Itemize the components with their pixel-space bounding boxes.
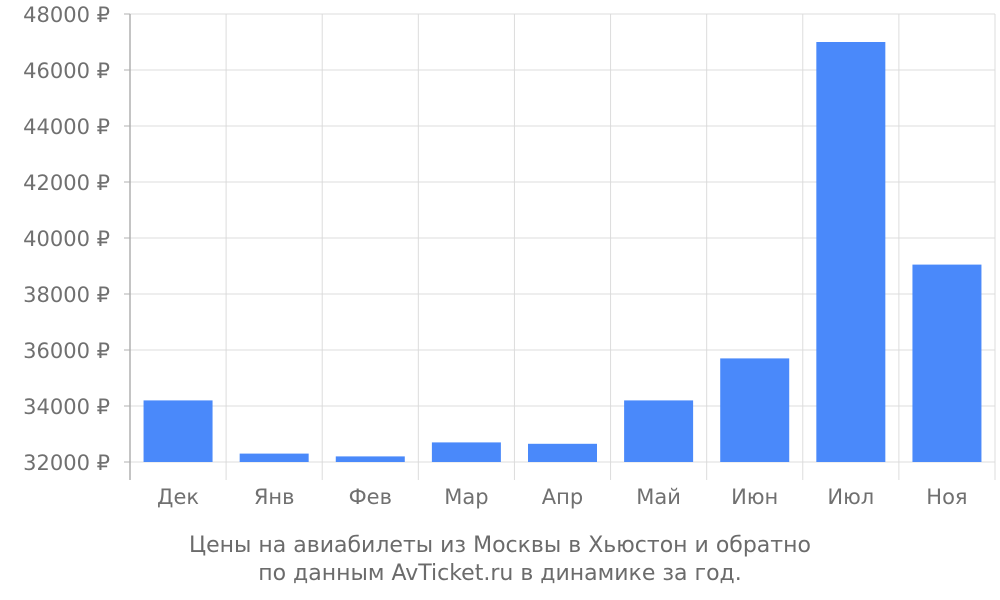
x-tick-label: Июл (827, 485, 874, 509)
bar-4 (431, 442, 501, 462)
bar-3 (335, 456, 405, 462)
y-tick-label: 34000 ₽ (23, 395, 110, 419)
x-tick-label: Май (636, 485, 681, 509)
x-tick-label: Дек (157, 485, 199, 509)
caption-line-1: Цены на авиабилеты из Москвы в Хьюстон и… (189, 533, 811, 558)
bar-chart: 32000 ₽ 34000 ₽ 36000 ₽ 38000 ₽ 40000 ₽ 42000… (23, 3, 996, 509)
y-tick-label: 48000 ₽ (23, 3, 110, 27)
bars (143, 42, 982, 462)
y-tick-label: 38000 ₽ (23, 283, 110, 307)
y-tick-label: 36000 ₽ (23, 339, 110, 363)
y-tick-labels: 32000 ₽ 34000 ₽ 36000 ₽ 38000 ₽ 40000 ₽ 42000… (23, 3, 110, 475)
bar-1 (143, 400, 213, 462)
x-tick-label: Янв (254, 485, 295, 509)
x-tick-label: Ноя (926, 485, 967, 509)
y-tick-label: 46000 ₽ (23, 59, 110, 83)
x-tick-label: Июн (731, 485, 778, 509)
y-tick-label: 42000 ₽ (23, 171, 110, 195)
x-tick-labels: Дек Янв Фев Мар Апр Май Июн Июл Ноя (157, 485, 968, 509)
y-tick-label: 44000 ₽ (23, 115, 110, 139)
bar-6 (624, 400, 694, 462)
bar-9 (912, 264, 982, 462)
axes (124, 13, 131, 480)
x-tick-label: Апр (542, 485, 583, 509)
x-tick-label: Фев (349, 485, 392, 509)
bar-7 (720, 358, 790, 462)
y-tick-label: 40000 ₽ (23, 227, 110, 251)
caption-line-2: по данным AvTicket.ru в динамике за год. (258, 561, 742, 586)
bar-8 (816, 42, 886, 462)
x-tick-label: Мар (444, 485, 488, 509)
grid (129, 13, 996, 480)
bar-5 (528, 443, 597, 462)
bar-2 (239, 453, 309, 462)
chart-caption: Цены на авиабилеты из Москвы в Хьюстон и… (0, 532, 1000, 588)
y-tick-label: 32000 ₽ (23, 451, 110, 475)
